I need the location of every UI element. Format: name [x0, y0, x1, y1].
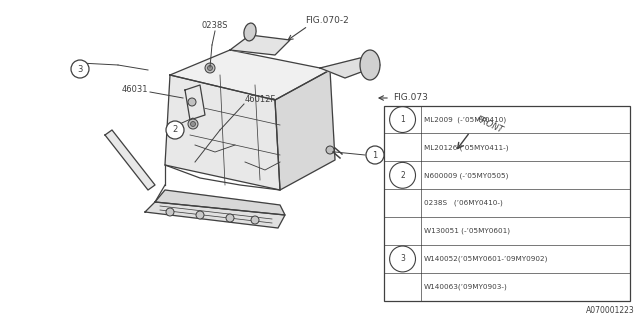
Text: W140052(’05MY0601-’09MY0902): W140052(’05MY0601-’09MY0902): [424, 256, 548, 262]
Text: W140063(’09MY0903-): W140063(’09MY0903-): [424, 284, 508, 290]
Circle shape: [71, 60, 89, 78]
Polygon shape: [105, 130, 155, 190]
Bar: [384, 106, 630, 301]
Circle shape: [251, 216, 259, 224]
Text: FRONT: FRONT: [475, 115, 505, 135]
Text: 0238S: 0238S: [202, 21, 228, 30]
Text: 46012F: 46012F: [245, 95, 276, 104]
Text: 3: 3: [400, 254, 405, 263]
Circle shape: [226, 214, 234, 222]
Circle shape: [191, 122, 195, 126]
Circle shape: [166, 208, 174, 216]
Text: N600009 (-’05MY0505): N600009 (-’05MY0505): [424, 172, 509, 179]
Circle shape: [196, 211, 204, 219]
Ellipse shape: [360, 50, 380, 80]
Text: 2: 2: [172, 125, 178, 134]
Circle shape: [207, 66, 212, 70]
Circle shape: [188, 98, 196, 106]
Circle shape: [205, 63, 215, 73]
Polygon shape: [275, 70, 335, 190]
Text: FIG.073: FIG.073: [393, 93, 428, 102]
Circle shape: [188, 119, 198, 129]
Text: ML2009  (-’05MY0410): ML2009 (-’05MY0410): [424, 116, 506, 123]
Ellipse shape: [244, 23, 256, 41]
Text: 46031: 46031: [122, 85, 148, 94]
Polygon shape: [155, 190, 285, 215]
Polygon shape: [165, 75, 280, 190]
Text: FIG.070-2: FIG.070-2: [305, 16, 349, 25]
Text: W130051 (-’05MY0601): W130051 (-’05MY0601): [424, 228, 510, 234]
Polygon shape: [320, 58, 380, 78]
Polygon shape: [170, 50, 330, 100]
Text: 3: 3: [77, 65, 83, 74]
Circle shape: [166, 121, 184, 139]
Polygon shape: [185, 85, 205, 120]
Text: 2: 2: [400, 171, 405, 180]
Text: A070001223: A070001223: [586, 306, 635, 315]
Circle shape: [326, 146, 334, 154]
Text: 1: 1: [400, 115, 405, 124]
Polygon shape: [145, 202, 285, 228]
Text: 1: 1: [372, 150, 378, 159]
Polygon shape: [230, 35, 290, 55]
Text: ML20126 (’05MY0411-): ML20126 (’05MY0411-): [424, 144, 509, 151]
Text: 0238S   (’06MY0410-): 0238S (’06MY0410-): [424, 200, 503, 206]
Circle shape: [366, 146, 384, 164]
